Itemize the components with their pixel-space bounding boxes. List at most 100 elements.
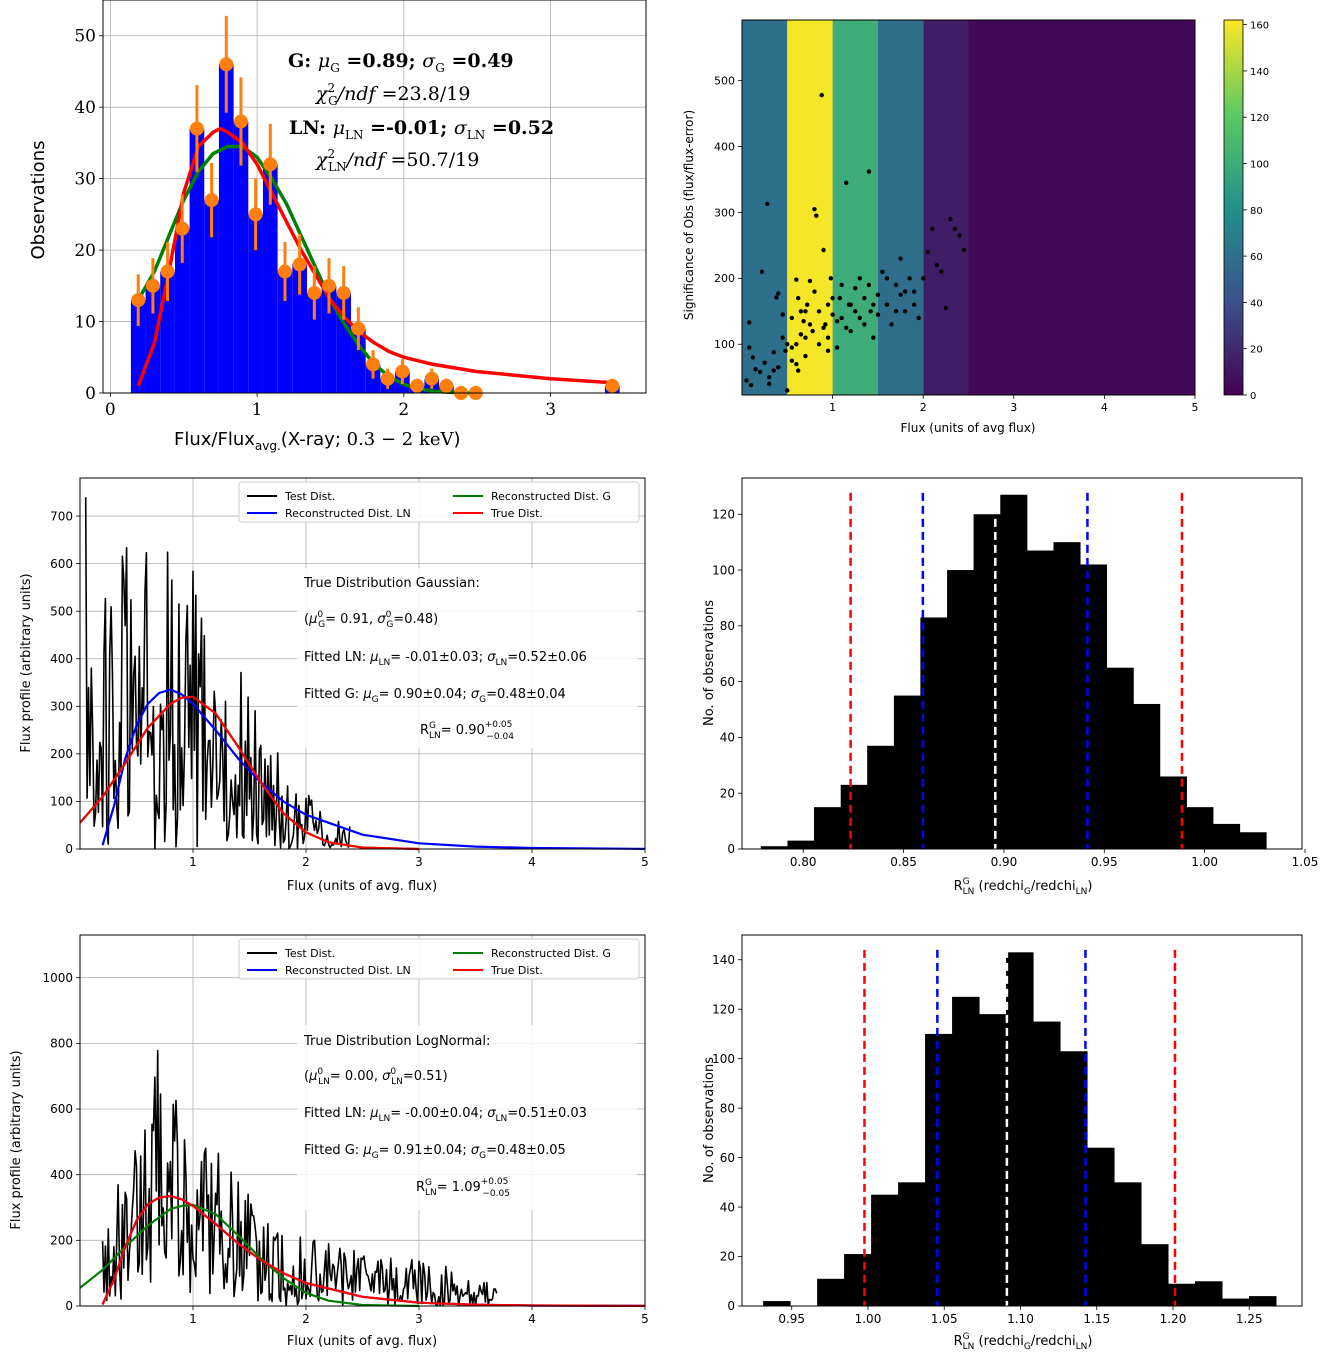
heatmap-bin: [832, 20, 878, 395]
scatter-point: [825, 335, 831, 340]
scatter-point: [830, 295, 835, 301]
y-tick-label: 300: [714, 206, 735, 219]
scatter-point: [853, 309, 858, 314]
scatter-point: [748, 382, 754, 388]
scatter-point: [753, 367, 758, 372]
scatter-point: [798, 332, 804, 337]
p1-annotation-chi-ln: χ2 LN/ndf =50.7/19: [314, 147, 479, 174]
scatter-point: [789, 345, 795, 350]
x-tick-label: 4: [528, 855, 536, 869]
scatter-point: [789, 315, 795, 321]
y-tick-label: 100: [50, 795, 73, 809]
scatter-point: [816, 342, 822, 347]
data-point: [277, 264, 292, 279]
scatter-point: [744, 378, 749, 383]
x-tick-label: 1: [189, 1312, 197, 1326]
legend-label: Reconstructed Dist. G: [491, 490, 611, 503]
y-tick-label: 400: [714, 140, 735, 153]
histogram-bar: [1222, 1298, 1250, 1306]
scatter-point: [957, 233, 962, 238]
scatter-point: [889, 322, 894, 327]
scatter-point: [866, 282, 872, 288]
x-tick-label: 1.00: [855, 1312, 882, 1326]
p5-annotation-fitted-ln: Fitted LN: μLN= -0.00±0.04; σLN=0.51±0.0…: [304, 1106, 587, 1124]
histogram-bar: [1000, 494, 1028, 849]
histogram-bar: [174, 228, 190, 393]
histogram-bar: [763, 1301, 791, 1306]
p1-annotations: G: μG =0.89; σG =0.49 χ2 G/ndf =23.8/19 L…: [28, 50, 554, 453]
scatter-point: [843, 180, 849, 185]
heatmap-bin: [877, 20, 924, 395]
p5-annotations: True Distribution LogNormal: (μ0 LN= 0.00…: [297, 1025, 637, 1210]
p1-annotation-ln: LN: μLN =-0.01; σLN =0.52: [289, 117, 554, 142]
p3-annotation-title: True Distribution Gaussian:: [303, 576, 480, 591]
data-point: [204, 193, 219, 208]
axes-frame: [741, 477, 1303, 850]
histogram-bar: [844, 1254, 872, 1306]
y-tick-label: 400: [50, 1168, 73, 1182]
x-tick-label: 1: [252, 400, 263, 420]
x-tick-label: 1.00: [1191, 855, 1218, 869]
histogram-bar: [1087, 1147, 1115, 1306]
histogram-bar: [1026, 550, 1054, 849]
scatter-point: [825, 302, 831, 307]
scatter-point: [907, 276, 912, 281]
histogram-bar: [817, 1278, 845, 1306]
histogram-bar: [787, 840, 815, 849]
legend-label: Reconstructed Dist. LN: [285, 964, 411, 977]
legend-label: True Dist.: [490, 964, 543, 977]
y-tick-label: 200: [50, 1234, 73, 1248]
scatter-point: [871, 335, 876, 340]
scatter-point: [801, 318, 806, 324]
p5-annotation-true-params: (μ0 LN= 0.00, σ0 LN=0.51): [304, 1067, 448, 1087]
legend-box: [238, 481, 640, 523]
scatter-point: [747, 345, 752, 350]
scatter-point: [830, 312, 835, 317]
p3-x-axis-label: Flux (units of avg. flux): [287, 879, 437, 894]
histogram-bar: [1114, 1182, 1142, 1306]
x-tick-label: 1.20: [1160, 1312, 1187, 1326]
histogram-bar: [1239, 832, 1267, 849]
scatter-point: [884, 276, 890, 281]
histogram-bar: [1168, 1283, 1196, 1306]
y-tick-label: 50: [74, 27, 96, 47]
histogram-bar: [840, 784, 868, 849]
scatter-point: [862, 295, 867, 301]
histogram-bar: [145, 285, 161, 393]
y-tick-label: 100: [712, 1052, 735, 1066]
data-point: [292, 257, 307, 272]
panel-ratio-histogram-gaussian: 0.80 0.85 0.90 0.95 1.00 1.05 0 20 40 60 80 100 120: [712, 477, 1319, 869]
scatter-point: [794, 342, 799, 347]
data-point: [351, 321, 366, 336]
x-tick-label: 1.25: [1236, 1312, 1263, 1326]
x-tick-label: 1.10: [1007, 1312, 1034, 1326]
scatter-point: [834, 318, 840, 324]
p5-annotation-fitted-g: Fitted G: μG= 0.91±0.04; σG=0.48±0.05: [304, 1143, 566, 1161]
histogram-bar: [204, 200, 219, 393]
colorbar-tick-label: 160: [1250, 21, 1269, 32]
scatter-point: [893, 309, 899, 314]
data-point: [366, 357, 381, 372]
x-tick-label: 1: [189, 855, 197, 869]
x-tick-label: 1.05: [1292, 855, 1319, 869]
scatter-point: [812, 206, 817, 212]
histogram-bar: [1060, 1051, 1088, 1306]
y-tick-label: 0: [65, 1299, 73, 1313]
scatter-point: [803, 353, 808, 359]
p3-annotations: True Distribution Gaussian: (μ0 G= 0.91, …: [297, 568, 637, 748]
axes-frame: [102, 0, 647, 394]
histogram-bar: [321, 285, 337, 393]
x-tick-label: 1.05: [931, 1312, 958, 1326]
data-point: [424, 371, 439, 386]
histogram-bar: [947, 570, 975, 849]
scatter-point: [952, 226, 958, 232]
histogram-bar: [189, 128, 205, 394]
reconstructed-g-line: [79, 1203, 420, 1308]
scatter-point: [785, 342, 790, 347]
p3-annotation-fitted-g: Fitted G: μG= 0.90±0.04; σG=0.48±0.04: [304, 687, 566, 705]
p5-y-axis-label: Flux profile (arbitrary units): [9, 1050, 24, 1229]
histogram-bar: [218, 64, 234, 394]
axes-frame: [79, 477, 646, 850]
histogram-bar: [952, 996, 980, 1306]
x-tick-label: 3: [1010, 401, 1017, 414]
